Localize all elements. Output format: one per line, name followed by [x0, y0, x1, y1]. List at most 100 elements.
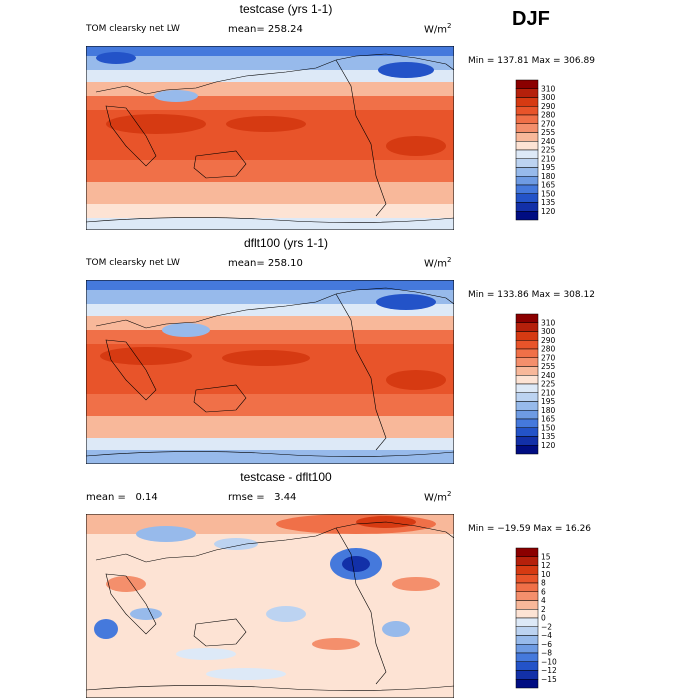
colorbar-tick-label: 135 — [541, 198, 556, 207]
mean-value: mean = 0.14 — [86, 492, 158, 503]
colorbar-tick-label: 225 — [541, 146, 556, 155]
colorbar-swatch — [515, 445, 539, 455]
colorbar-tick-label: −6 — [541, 640, 552, 649]
colorbar-swatch — [515, 418, 539, 428]
colorbar-tick-label: 150 — [541, 423, 556, 432]
colorbar-tick-label: 280 — [541, 111, 556, 120]
colorbar-swatch — [515, 348, 539, 358]
colorbar-swatch — [515, 88, 539, 98]
colorbar-tick-label: 0 — [541, 614, 546, 623]
colorbar: 3103002902802702552402252101951801651501… — [515, 79, 556, 221]
colorbar-tick-label: 255 — [541, 128, 556, 137]
colorbar-tick-label: 165 — [541, 181, 556, 190]
colorbar-swatch — [515, 427, 539, 437]
panel-dflt100: dflt100 (yrs 1-1) TOM clearsky net LW me… — [0, 236, 700, 466]
contour-map — [86, 46, 454, 230]
colorbar-swatch — [515, 547, 539, 557]
colorbar-tick-label: 255 — [541, 362, 556, 371]
colorbar-tick-label: 210 — [541, 388, 556, 397]
colorbar-swatch — [515, 193, 539, 203]
colorbar-swatch — [515, 123, 539, 133]
colorbar-swatch — [515, 132, 539, 142]
colorbar-swatch — [515, 635, 539, 645]
colorbar-swatch — [515, 176, 539, 186]
colorbar-swatch — [515, 600, 539, 610]
colorbar-tick-label: 310 — [541, 84, 556, 93]
colorbar-tick-label: 15 — [541, 552, 551, 561]
mean-value: mean= 258.24 — [228, 24, 303, 35]
min-max-label: Min = 133.86 Max = 308.12 — [468, 290, 595, 300]
colorbar-swatch — [515, 331, 539, 341]
colorbar-swatch — [515, 661, 539, 671]
colorbar-tick-label: 2 — [541, 605, 546, 614]
colorbar-tick-label: −15 — [541, 675, 557, 684]
colorbar-tick-label: 120 — [541, 207, 556, 216]
mean-value: mean= 258.10 — [228, 258, 303, 269]
colorbar-tick-label: 10 — [541, 570, 551, 579]
colorbar-swatch — [515, 141, 539, 151]
colorbar-swatch — [515, 313, 539, 323]
colorbar-swatch — [515, 184, 539, 194]
colorbar-tick-label: 270 — [541, 353, 556, 362]
colorbar-swatch — [515, 401, 539, 411]
colorbar-tick-label: −12 — [541, 666, 557, 675]
colorbar-swatch — [515, 322, 539, 332]
colorbar-tick-label: 165 — [541, 415, 556, 424]
colorbar-swatch — [515, 652, 539, 662]
panel-title: dflt100 (yrs 1-1) — [243, 236, 329, 250]
colorbar-swatch — [515, 410, 539, 420]
colorbar-tick-label: 4 — [541, 596, 546, 605]
colorbar-tick-label: 290 — [541, 102, 556, 111]
colorbar-swatch — [515, 106, 539, 116]
colorbar-tick-label: 12 — [541, 561, 551, 570]
colorbar-swatch — [515, 202, 539, 212]
colorbar-swatch — [515, 626, 539, 636]
colorbar-swatch — [515, 556, 539, 566]
panel-title: testcase - dflt100 — [240, 470, 332, 484]
colorbar-swatch — [515, 383, 539, 393]
colorbar-tick-label: 180 — [541, 172, 556, 181]
colorbar-swatch — [515, 149, 539, 159]
colorbar-tick-label: 270 — [541, 119, 556, 128]
colorbar-tick-label: 280 — [541, 345, 556, 354]
colorbar-tick-label: 180 — [541, 406, 556, 415]
season-label: DJF — [512, 8, 550, 30]
colorbar-tick-label: 310 — [541, 318, 556, 327]
colorbar-swatch — [515, 679, 539, 689]
colorbar-tick-label: 195 — [541, 397, 556, 406]
rmse-value: rmse = 3.44 — [228, 492, 297, 503]
colorbar: 3103002902802702552402252101951801651501… — [515, 313, 556, 455]
colorbar-tick-label: 150 — [541, 189, 556, 198]
colorbar-swatch — [515, 582, 539, 592]
colorbar-swatch — [515, 366, 539, 376]
colorbar-tick-label: −8 — [541, 649, 552, 658]
units-label: W/m2 — [424, 22, 452, 36]
colorbar-swatch — [515, 574, 539, 584]
colorbar-tick-label: 8 — [541, 579, 546, 588]
colorbar-swatch — [515, 114, 539, 124]
colorbar-tick-label: 120 — [541, 441, 556, 450]
colorbar-swatch — [515, 357, 539, 367]
units-label: W/m2 — [424, 256, 452, 270]
colorbar-tick-label: 300 — [541, 327, 556, 336]
colorbar-swatch — [515, 670, 539, 680]
colorbar-swatch — [515, 565, 539, 575]
colorbar-tick-label: 290 — [541, 336, 556, 345]
panel-title: testcase (yrs 1-1) — [239, 2, 333, 16]
field-long-name: TOM clearsky net LW — [86, 258, 180, 268]
contour-map — [86, 514, 454, 698]
colorbar-swatch — [515, 79, 539, 89]
colorbar-swatch — [515, 392, 539, 402]
colorbar-swatch — [515, 211, 539, 221]
min-max-label: Min = −19.59 Max = 16.26 — [468, 524, 592, 534]
colorbar-tick-label: 240 — [541, 137, 556, 146]
colorbar-swatch — [515, 340, 539, 350]
colorbar-swatch — [515, 609, 539, 619]
panel-difference: testcase - dflt100 mean = 0.14 rmse = 3.… — [0, 470, 700, 700]
colorbar-swatch — [515, 97, 539, 107]
colorbar-tick-label: 210 — [541, 154, 556, 163]
units-label: W/m2 — [424, 490, 452, 504]
colorbar-tick-label: −2 — [541, 622, 552, 631]
colorbar-tick-label: 6 — [541, 587, 546, 596]
